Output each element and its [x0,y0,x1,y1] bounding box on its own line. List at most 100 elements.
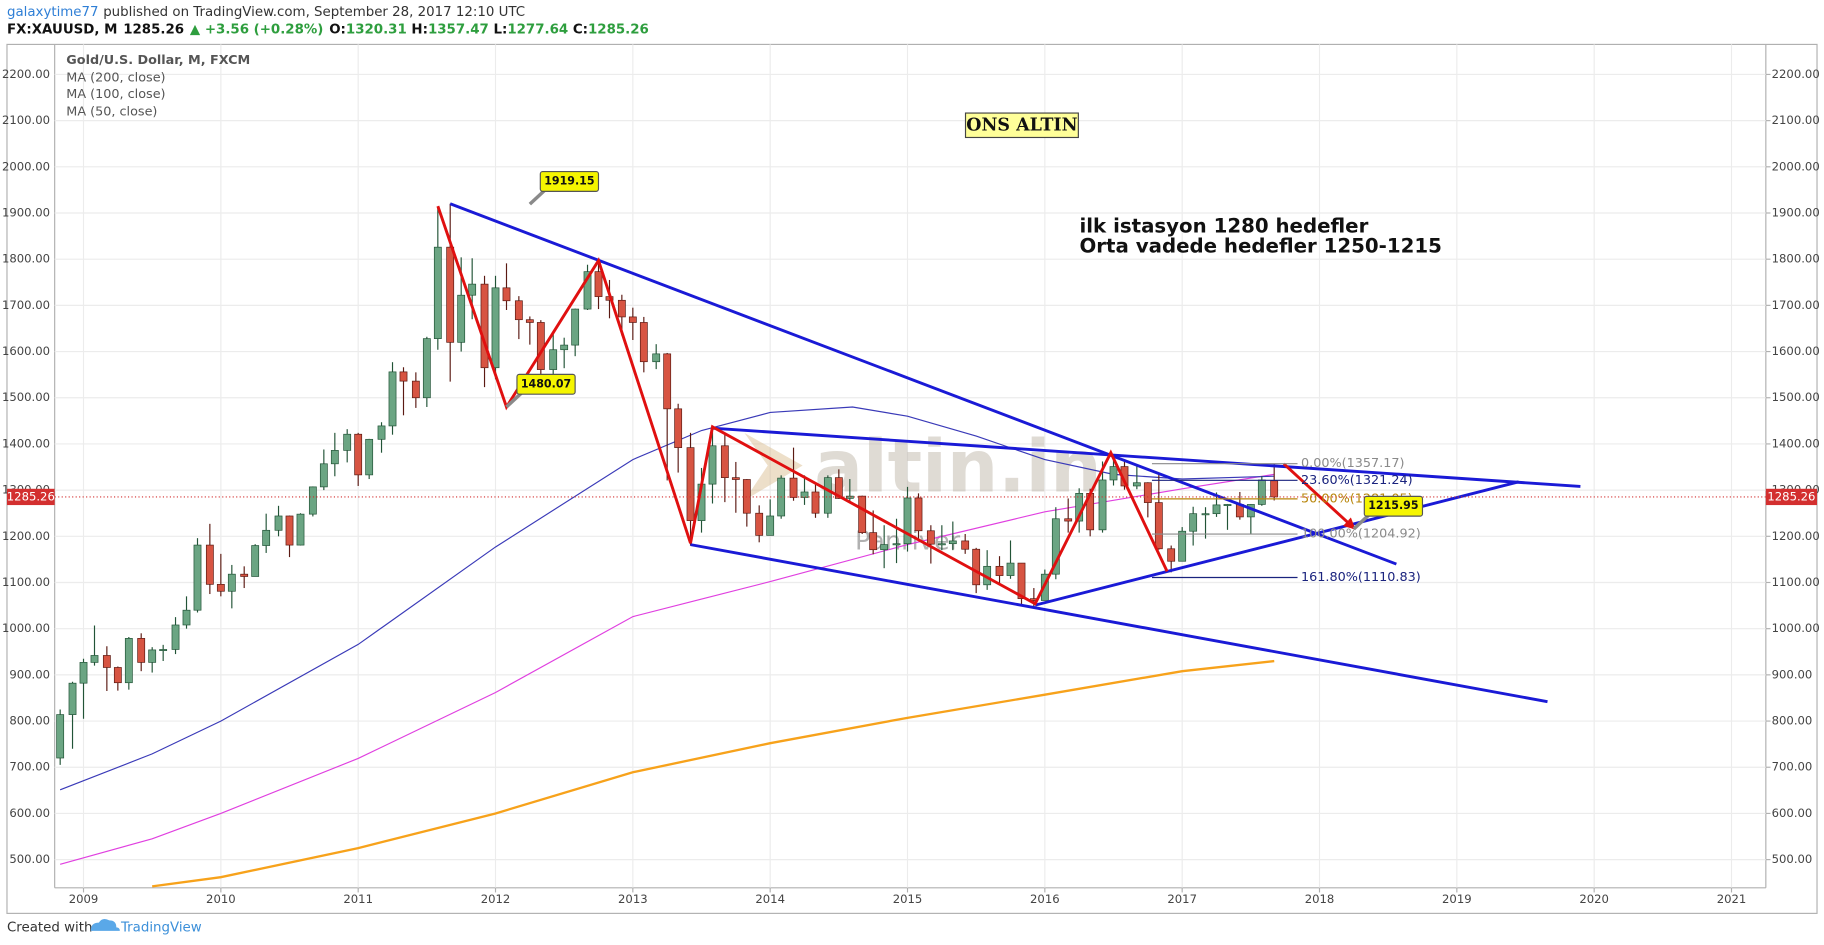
y-tick-label: 1000.00 [1772,621,1820,635]
candle-body [880,544,889,551]
y-tick-label: 800.00 [9,714,50,728]
callout-box [516,373,576,395]
fib-label: 0.00%(1357.17) [1301,456,1404,471]
candle-body [285,515,294,546]
y-tick-label: 1900.00 [2,205,50,219]
plot-area [56,202,1581,888]
candle-body [330,450,339,465]
x-tick-label: 2019 [1442,892,1472,906]
candle-body [926,530,935,545]
candle-body [823,477,832,514]
candle-body [227,573,236,592]
candle-body [1132,482,1141,487]
ohlc-label: L: [493,22,507,37]
candle-body [1006,562,1015,576]
candle-body [433,246,442,339]
candle-body [1189,513,1198,532]
trend-line [1034,480,1520,607]
candle-body [148,649,157,663]
candle-body [686,447,695,521]
price-tag-label: 1285.26 [1767,489,1815,503]
footer-logo [90,919,120,931]
candle-body [1051,518,1060,575]
candle-body [755,512,764,536]
candle-body [1017,562,1026,600]
y-tick-label: 1100.00 [2,575,50,589]
footer-brand[interactable]: TradingView [120,920,202,935]
x-tick-label: 2015 [893,892,923,906]
y-tick-label: 1800.00 [1772,252,1820,266]
ohlc-label: C: [573,22,588,37]
candle-body [858,495,867,533]
chart-frame [6,43,1818,914]
author-link[interactable]: galaxytime77 [7,5,99,20]
y-tick-label: 2000.00 [2,159,50,173]
published-text: published on TradingView.com, September … [103,5,525,20]
ohlc-label: H: [411,22,428,37]
candle-body [68,682,77,715]
candle-body [514,300,523,321]
y-tick-label: 1500.00 [2,390,50,404]
y-tick-label: 900.00 [9,667,50,681]
candle-body [937,543,946,546]
candle-body [1178,530,1187,562]
candle-body [914,497,923,532]
candle-body [995,565,1004,576]
candle-body [549,349,558,370]
header-line-1: galaxytime77 published on TradingView.com… [7,5,525,20]
candle-body [468,283,477,296]
candle-body [845,495,854,499]
candle-body [377,425,386,440]
candle-body [399,371,408,382]
candle-body [731,477,740,480]
price-tag [1765,488,1818,506]
candle-body [766,515,775,536]
candle-body [674,408,683,448]
x-tick-label: 2020 [1579,892,1609,906]
footer-text: Created with [7,920,92,935]
candle-body [308,486,317,515]
candle-body [720,445,729,478]
x-tick-label: 2017 [1167,892,1197,906]
y-tick-label: 1600.00 [1772,344,1820,358]
candle-body [628,316,637,323]
candle-body [182,609,191,626]
candle-body [274,515,283,531]
y-tick-label: 900.00 [1772,667,1813,681]
trend-line [690,543,1548,704]
badge-box [964,112,1079,139]
x-tick-label: 2013 [618,892,648,906]
x-tick-label: 2012 [481,892,511,906]
y-tick-label: 2100.00 [1772,113,1820,127]
legend-entry: MA (100, close) [66,87,165,102]
candle-body [137,638,146,663]
candle-body [56,714,65,759]
y-tick-label: 1600.00 [2,344,50,358]
candle-body [90,655,99,663]
ma-line [152,659,1275,888]
candle-body [652,353,661,363]
price-tag-label: 1285.26 [7,489,55,503]
candle-body [457,294,466,343]
candle-body [560,344,569,351]
candle-body [1167,548,1176,562]
candle-body [491,287,500,369]
candle-body [639,322,648,363]
ohlc-value: 1285.26 [588,22,649,37]
change: ▲ +3.56 (+0.28%) [190,22,323,37]
candle-body [216,583,225,592]
candle-body [79,662,88,684]
candle-body [1109,466,1118,481]
candle-body [1201,513,1210,516]
symbol: FX:XAUUSD, M [7,22,117,37]
price-tag [6,488,55,506]
candle-body [948,540,957,545]
y-tick-label: 1000.00 [2,621,50,635]
legend-entry: MA (50, close) [66,104,157,119]
ohlc-value: 1277.64 [507,22,568,37]
candle-body [422,338,431,399]
candle-body [1154,502,1163,550]
candle-body [617,299,626,318]
